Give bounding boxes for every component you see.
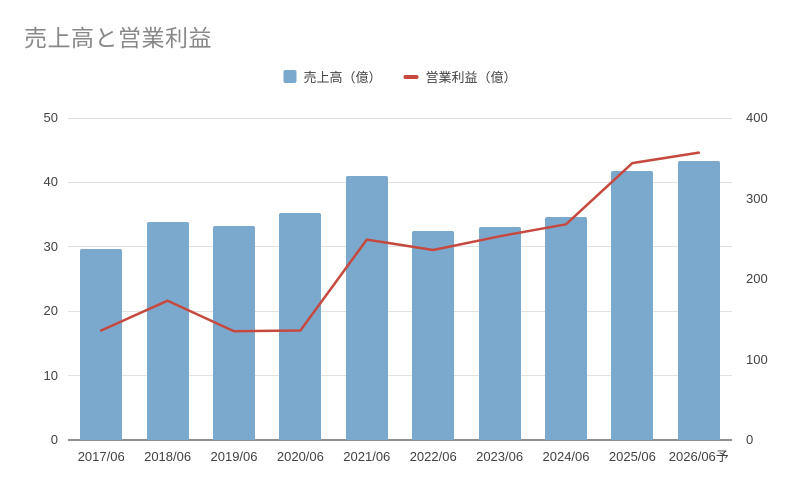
bar-2024/06[interactable]: [545, 217, 587, 440]
sales-series-swatch-icon: [283, 70, 297, 83]
gridline: [68, 375, 732, 377]
chart-title: 売上高と営業利益: [24, 25, 212, 51]
x-tick-2021/06: 2021/06: [343, 449, 391, 464]
right-axis-tick-label: 100: [746, 351, 768, 367]
bar-2026/06予[interactable]: [677, 160, 720, 440]
left-axis-tick-label: 0: [50, 432, 58, 447]
left-axis-tick-label: 20: [43, 303, 58, 319]
x-tick-2023/06: 2023/06: [476, 449, 524, 464]
legend: 売上高（億） 営業利益（億）: [283, 67, 517, 86]
left-axis-tick-label: 30: [43, 238, 58, 254]
x-axis-line: [68, 439, 732, 441]
bar-2020/06[interactable]: [279, 213, 322, 440]
bar-2022/06[interactable]: [412, 230, 455, 440]
plot-area: [68, 117, 732, 441]
right-axis-tick-label: 200: [746, 271, 768, 286]
bar-2019/06[interactable]: [213, 225, 255, 440]
legend-item-sales[interactable]: 売上高（億）: [283, 67, 382, 86]
bar-2025/06[interactable]: [611, 171, 654, 440]
profit-line[interactable]: [99, 151, 701, 333]
x-tick-2018/06: 2018/06: [144, 449, 192, 464]
profit-series-swatch-icon: [403, 74, 419, 79]
left-axis-tick-label: 40: [43, 174, 58, 190]
right-axis-tick-label: 400: [746, 110, 768, 125]
right-axis-tick-label: 300: [746, 190, 768, 206]
legend-label-profit: 営業利益（億）: [425, 70, 517, 85]
left-axis-tick-label: 50: [43, 110, 58, 125]
bar-2018/06[interactable]: [146, 221, 189, 440]
x-tick-2020/06: 2020/06: [276, 449, 324, 464]
x-tick-2022/06: 2022/06: [409, 449, 457, 464]
gridline: [68, 246, 732, 248]
legend-label-sales: 売上高（億）: [303, 70, 382, 85]
legend-item-profit[interactable]: 営業利益（億）: [403, 67, 517, 86]
x-tick-2017/06: 2017/06: [77, 449, 125, 464]
x-tick-2024/06: 2024/06: [542, 449, 590, 464]
gridline: [68, 117, 732, 119]
bar-2021/06[interactable]: [345, 175, 388, 440]
x-tick-2019/06: 2019/06: [210, 449, 258, 464]
gridline: [68, 181, 732, 183]
gridline: [68, 310, 732, 312]
x-tick-2025/06: 2025/06: [608, 449, 656, 464]
left-axis-tick-label: 10: [43, 367, 58, 383]
bar-2017/06[interactable]: [80, 249, 123, 440]
x-tick-2026/06予: 2026/06予: [668, 449, 729, 464]
right-axis-tick-label: 0: [746, 432, 754, 447]
bar-2023/06[interactable]: [478, 227, 521, 440]
